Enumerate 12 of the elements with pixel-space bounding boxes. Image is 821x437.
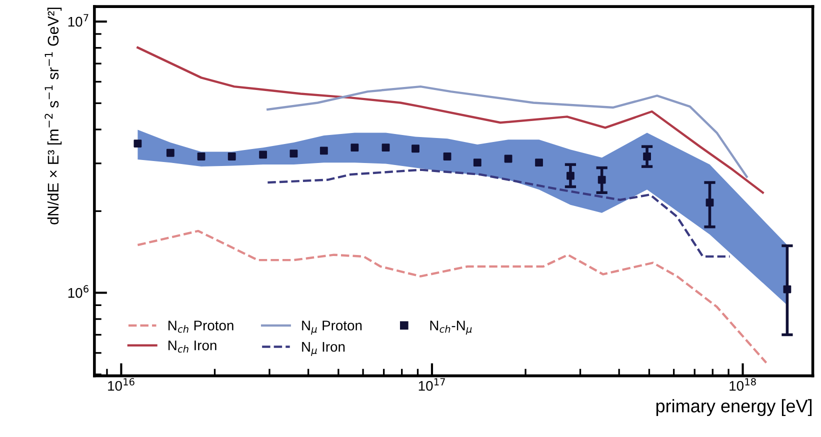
legend-label: N$_{μ}$ Iron <box>302 342 345 356</box>
y-tick-label: 10$^{7}$ <box>68 14 88 27</box>
x-tick-label: 10$^{17}$ <box>418 378 445 391</box>
y-tick-label: 10$^{6}$ <box>68 285 88 298</box>
legend-label: N$_{μ}$ Proton <box>302 320 362 335</box>
legend-label: N$_{ch}$ Proton <box>168 320 234 333</box>
x-tick-label: 10$^{16}$ <box>108 378 134 391</box>
x-tick-label: 10$^{18}$ <box>730 378 756 391</box>
legend-label: N$_{ch}$ Iron <box>168 340 216 353</box>
legend-label: N$_{ch}$-N$_{μ}$ <box>430 320 472 335</box>
x-axis-title: primary energy [eV] <box>656 399 812 416</box>
y-axis-title: dN/dE × E³ [m$^{−2}$ s$^{−1}$ sr$^{−1}$ GeV²] <box>44 8 62 224</box>
